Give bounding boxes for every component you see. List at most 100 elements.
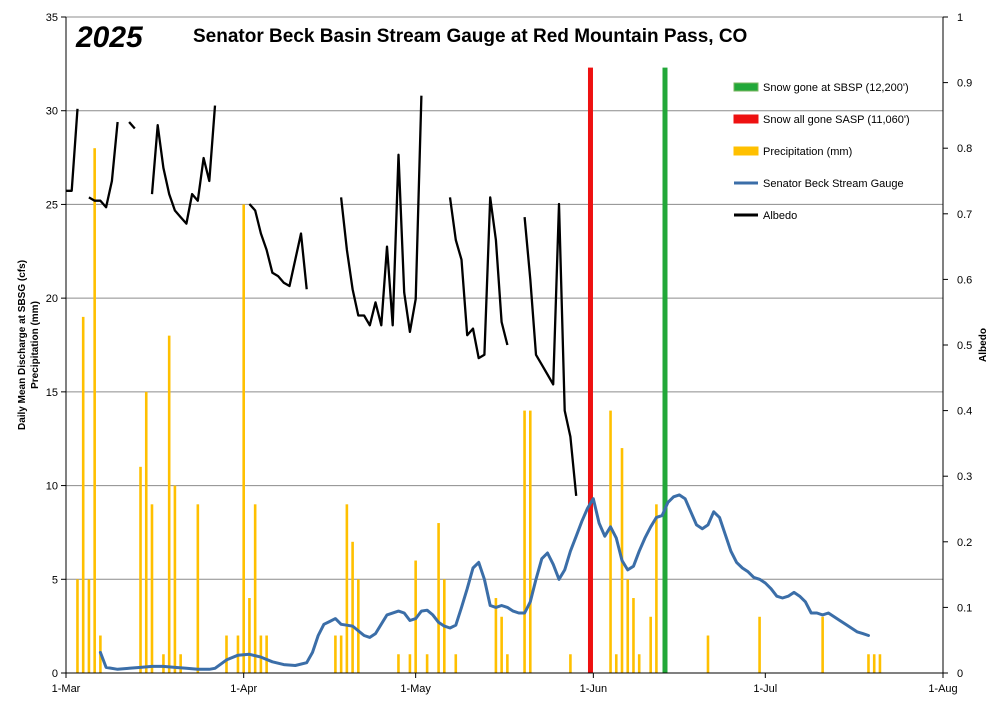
precipitation-bar — [167, 335, 171, 673]
legend-label: Snow gone at SBSP (12,200') — [763, 82, 909, 94]
precipitation-bar — [248, 598, 251, 673]
precipitation-bar — [345, 504, 349, 673]
x-tick-label: 1-Apr — [230, 683, 257, 695]
y-right-tick-label: 0.9 — [957, 78, 972, 90]
albedo-line-segment — [448, 196, 509, 360]
y-right-tick-label: 0.2 — [957, 537, 972, 549]
precipitation-bar — [878, 654, 882, 673]
legend-label: Senator Beck Stream Gauge — [763, 178, 904, 190]
precipitation-bar — [872, 654, 876, 673]
precipitation-bar — [76, 579, 79, 673]
stream-gauge-series — [98, 493, 870, 671]
precipitation-bar — [357, 579, 360, 673]
precipitation-bar — [437, 523, 440, 673]
precipitation-bar — [397, 654, 400, 673]
snow-gone-marker — [587, 67, 593, 673]
y-right-tick-label: 0.7 — [957, 209, 972, 221]
gridlines — [66, 16, 943, 580]
x-tick-label: 1-Mar — [52, 683, 81, 695]
precipitation-bar — [408, 654, 412, 673]
precipitation-bar — [867, 654, 870, 673]
y-right-tick-label: 0.3 — [957, 471, 972, 483]
albedo-line-segment — [523, 202, 578, 497]
y-right-tick-label: 0.4 — [957, 406, 972, 418]
legend-label: Albedo — [763, 210, 797, 222]
precipitation-bar — [173, 485, 177, 673]
albedo-line-segment — [88, 121, 119, 209]
y-left-axis-label-line1: Daily Mean Discharge at SBSG (cfs) — [17, 260, 28, 430]
precipitation-bar — [242, 204, 245, 673]
precipitation-bar — [494, 598, 498, 673]
precipitation-bar — [150, 504, 154, 673]
snow-gone-markers — [587, 67, 668, 673]
snow-gone-marker — [662, 67, 668, 673]
precipitation-bar — [632, 598, 635, 673]
precipitation-bar — [253, 504, 257, 673]
precipitation-bar — [626, 579, 630, 673]
legend-swatch — [733, 146, 759, 156]
x-tick-label: 1-May — [400, 683, 431, 695]
precipitation-bar — [655, 504, 658, 673]
precipitation-bar — [334, 635, 337, 673]
precipitation-bar — [614, 654, 618, 673]
precipitation-bar — [500, 616, 503, 673]
precipitation-bar — [179, 654, 182, 673]
x-tick-label: 1-Jul — [753, 683, 777, 695]
legend-swatch — [733, 82, 759, 92]
precipitation-bar — [351, 541, 354, 673]
y-right-tick-label: 0.1 — [957, 602, 972, 614]
y-left-tick-label: 10 — [46, 481, 58, 493]
albedo-line-segment — [248, 203, 308, 290]
legend-label: Snow all gone SASP (11,060') — [763, 114, 910, 126]
albedo-series — [66, 95, 578, 497]
precipitation-bar — [87, 579, 91, 673]
x-tick-label: 1-Jun — [580, 683, 608, 695]
precipitation-bar — [706, 635, 710, 673]
stream-gauge-line — [98, 493, 870, 671]
y-right-tick-label: 0.6 — [957, 274, 972, 286]
albedo-line-segment — [339, 95, 423, 334]
chart-title: Senator Beck Basin Stream Gauge at Red M… — [193, 26, 747, 47]
y-left-tick-label: 0 — [52, 668, 58, 680]
precipitation-bar — [528, 410, 532, 673]
precipitation-bar — [758, 616, 761, 673]
precipitation-bar — [609, 410, 612, 673]
y-left-tick-label: 15 — [46, 387, 58, 399]
tick-labels: 0510152025303500.10.20.30.40.50.60.70.80… — [46, 12, 973, 695]
precipitation-bars — [76, 148, 882, 673]
y-left-tick-label: 25 — [46, 199, 58, 211]
precipitation-bar — [162, 654, 165, 673]
legend-swatch — [733, 114, 759, 124]
precipitation-bar — [144, 391, 148, 673]
y-left-tick-label: 5 — [52, 574, 58, 586]
y-left-axis-label-line2: Precipitation (mm) — [30, 301, 41, 389]
precipitation-bar — [454, 654, 458, 673]
precipitation-bar — [93, 148, 96, 673]
y-right-axis-label: Albedo — [978, 328, 989, 362]
precipitation-bar — [523, 410, 526, 673]
precipitation-bar — [225, 635, 228, 673]
y-right-tick-label: 1 — [957, 12, 963, 24]
precipitation-bar — [506, 654, 509, 673]
y-left-tick-label: 30 — [46, 106, 58, 118]
legend: Snow gone at SBSP (12,200') Snow all gone… — [733, 82, 910, 222]
albedo-line-segment — [150, 105, 217, 225]
y-left-tick-label: 35 — [46, 12, 58, 24]
precipitation-bar — [339, 635, 343, 673]
precipitation-bar — [649, 616, 652, 673]
year-label: 2025 — [75, 21, 144, 54]
precipitation-bar — [265, 635, 268, 673]
precipitation-bar — [821, 616, 824, 673]
precipitation-bar — [637, 654, 641, 673]
y-right-tick-label: 0.5 — [957, 340, 972, 352]
albedo-line-segment — [128, 121, 136, 130]
precipitation-bar — [569, 654, 572, 673]
precipitation-bar — [259, 635, 263, 673]
precipitation-bar — [196, 504, 200, 673]
legend-label: Precipitation (mm) — [763, 146, 852, 158]
y-left-tick-label: 20 — [46, 293, 58, 305]
y-right-tick-label: 0.8 — [957, 143, 972, 155]
precipitation-bar — [425, 654, 429, 673]
